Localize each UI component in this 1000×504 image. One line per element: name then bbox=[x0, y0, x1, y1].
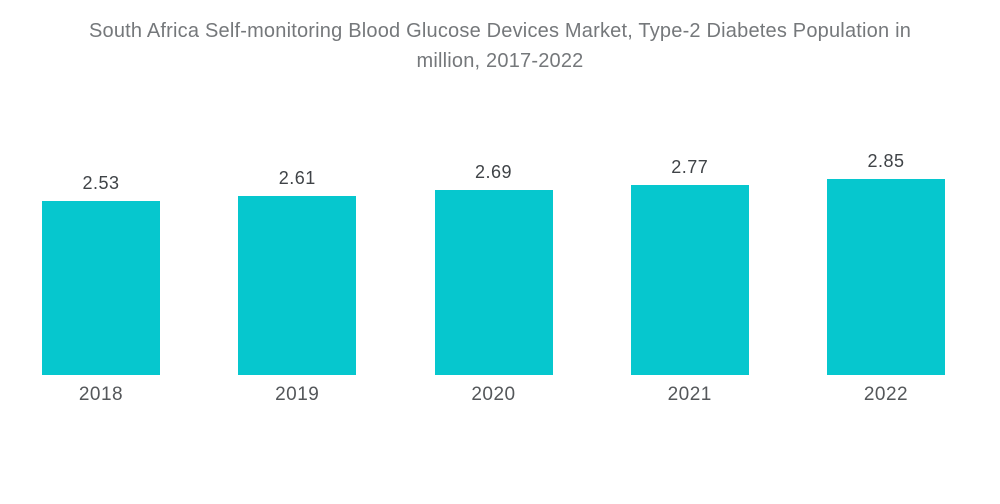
value-label: 2.61 bbox=[278, 167, 316, 188]
bar-column-2020: 2.69 bbox=[434, 162, 553, 375]
bar-2018 bbox=[42, 201, 160, 375]
bar-column-2021: 2.77 bbox=[630, 156, 749, 375]
value-label: 2.77 bbox=[671, 156, 709, 177]
value-label: 2.85 bbox=[867, 151, 905, 171]
bar-column-2022: 2.85 bbox=[827, 151, 945, 375]
bar-column-2018: 2.53 bbox=[42, 173, 160, 375]
bar-2022 bbox=[827, 179, 945, 375]
bar-column-2019: 2.61 bbox=[238, 167, 357, 375]
bar-2021 bbox=[630, 184, 749, 375]
value-label: 2.69 bbox=[474, 162, 513, 182]
bar-2020 bbox=[434, 190, 553, 375]
x-axis-label-2019: 2019 bbox=[275, 384, 320, 405]
value-label: 2.53 bbox=[82, 173, 120, 193]
x-axis-label-2021: 2021 bbox=[667, 384, 712, 405]
chart-title: South Africa Self-monitoring Blood Gluco… bbox=[88, 20, 912, 72]
bar-2019 bbox=[238, 195, 357, 375]
x-axis-label-2020: 2020 bbox=[471, 384, 516, 405]
x-axis-label-2022: 2022 bbox=[863, 384, 909, 405]
x-axis-label-2018: 2018 bbox=[78, 384, 124, 405]
plot-area: 2.53 2.61 2.69 2.77 2.85 bbox=[42, 140, 945, 375]
x-axis-labels: 2018 2019 2020 2021 2022 bbox=[42, 384, 945, 406]
